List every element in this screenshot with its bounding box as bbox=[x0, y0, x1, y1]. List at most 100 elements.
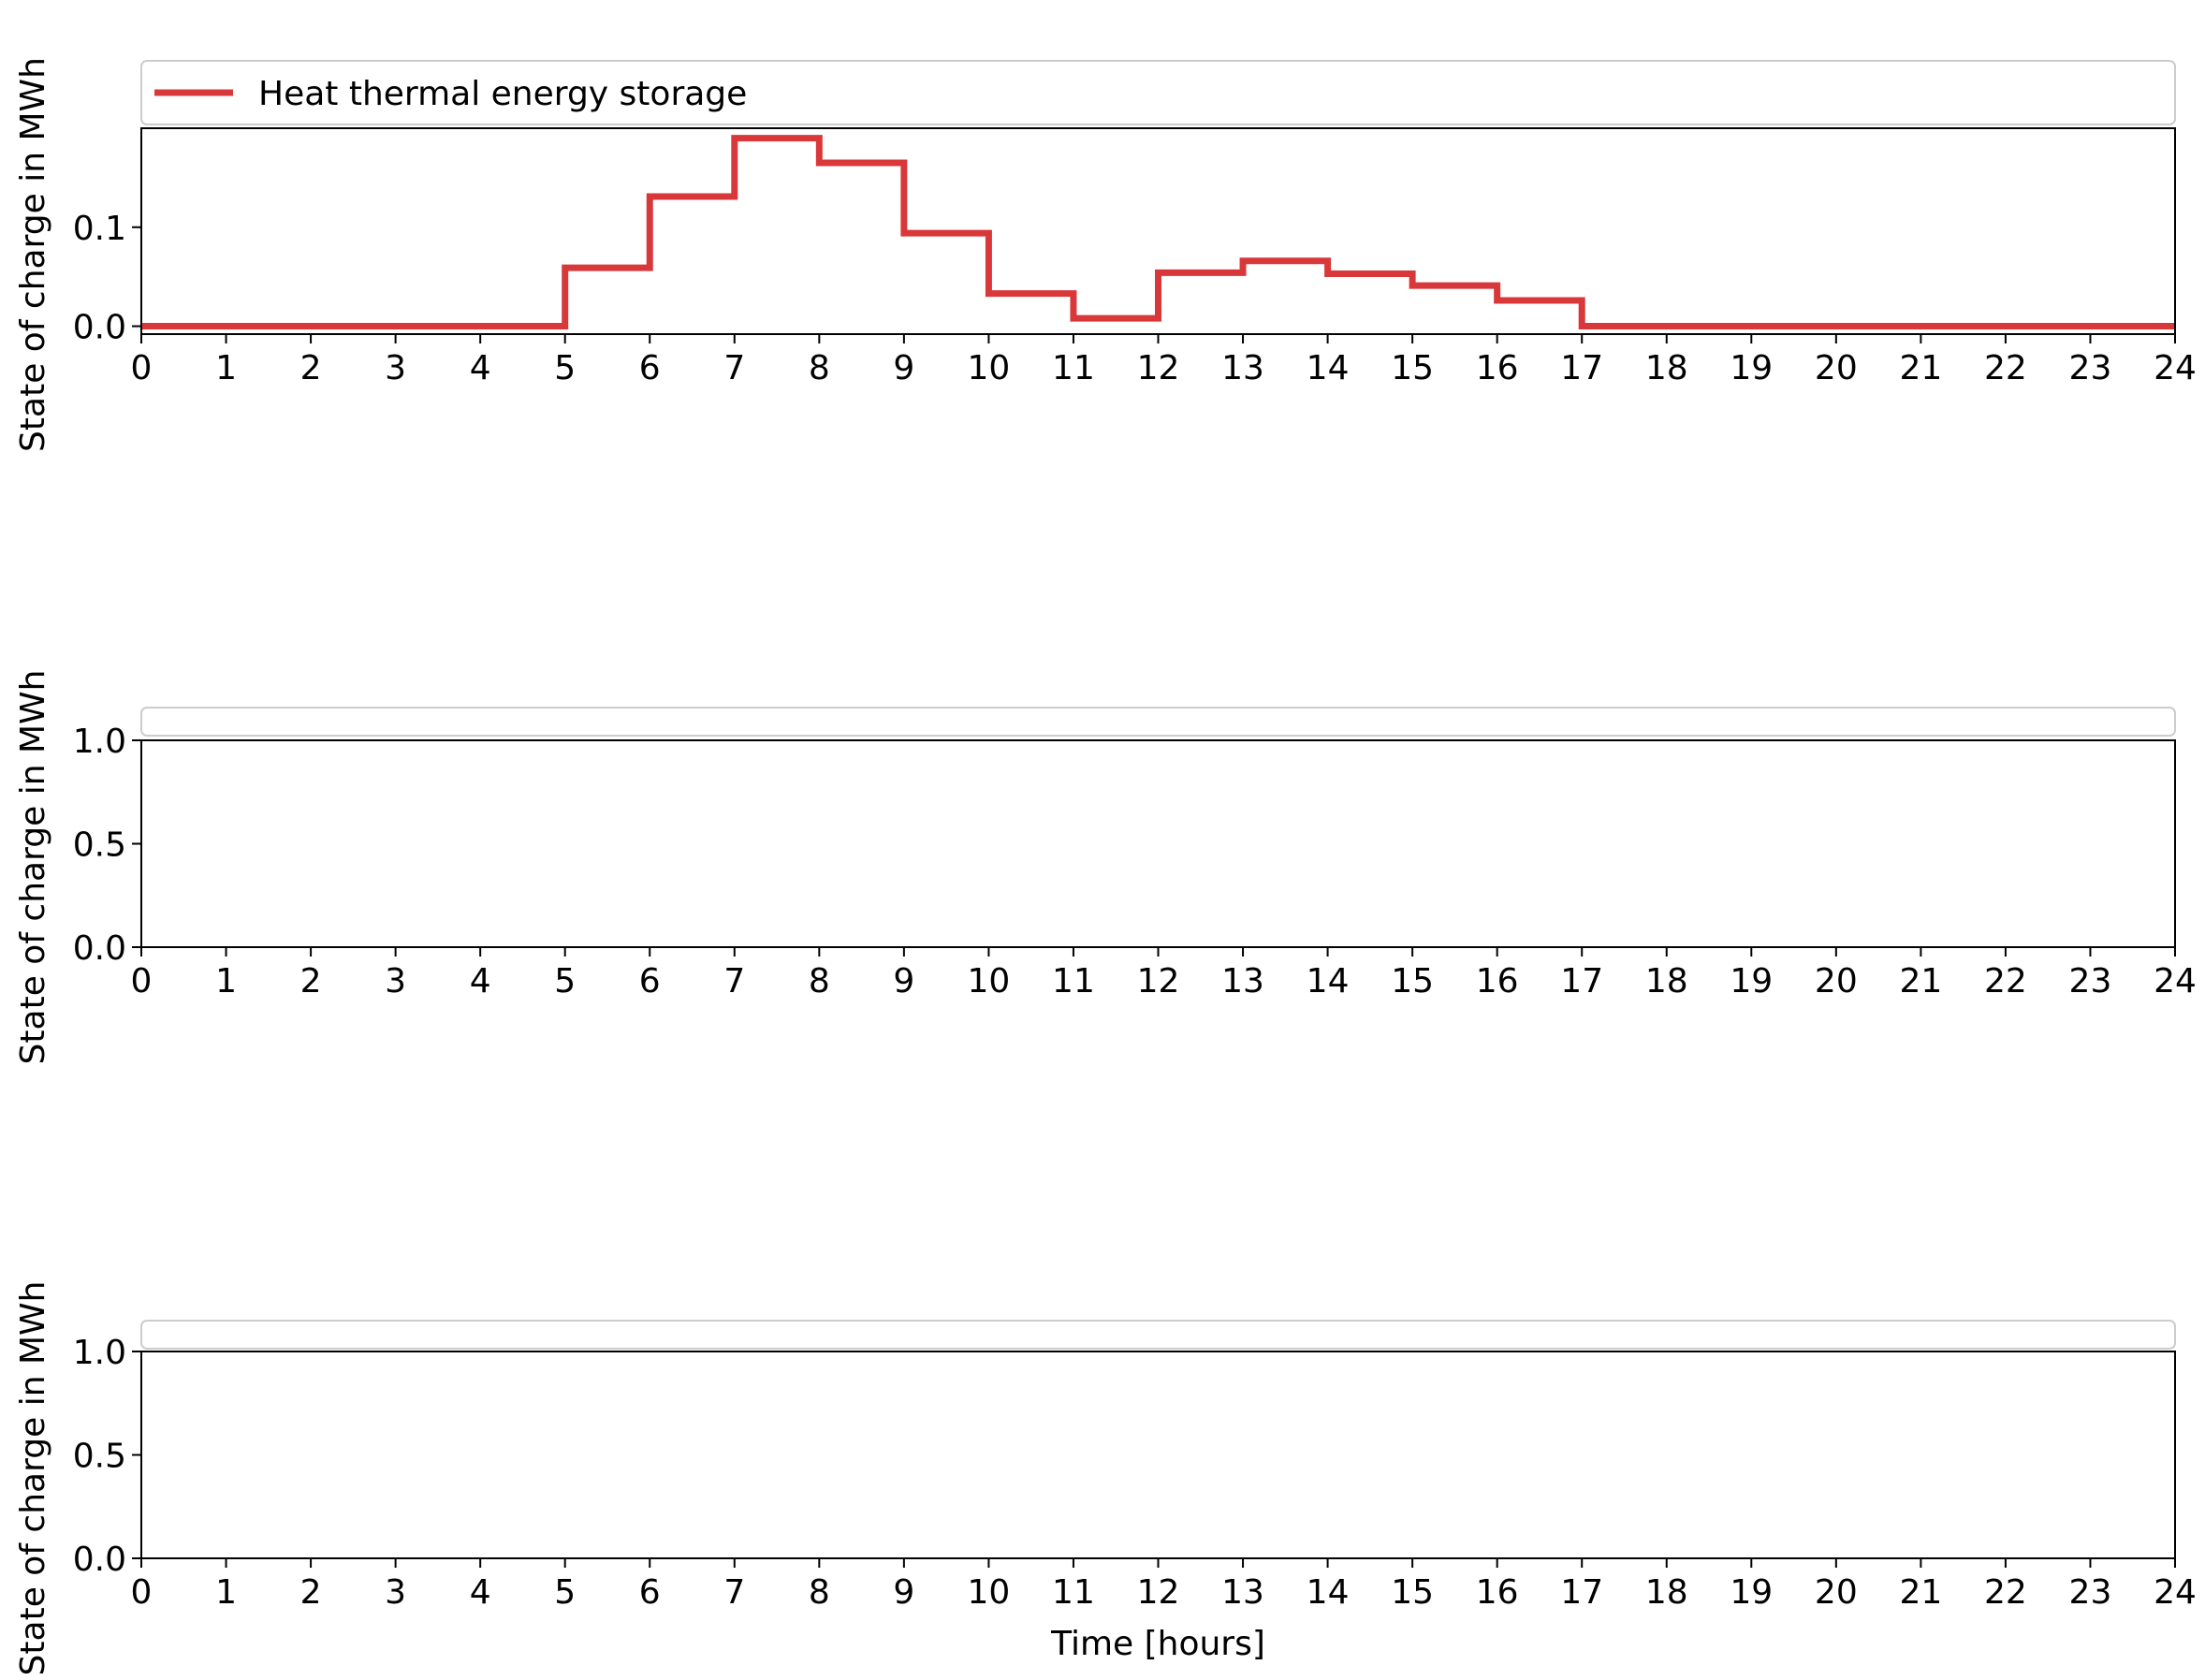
y-axis-label: State of charge in MWh bbox=[14, 1281, 52, 1676]
x-tick-label: 1 bbox=[215, 1573, 237, 1612]
x-tick-label: 5 bbox=[554, 1573, 576, 1612]
plot-frame bbox=[140, 1351, 2176, 1559]
x-tick-label: 13 bbox=[1221, 349, 1264, 387]
x-tick-label: 10 bbox=[968, 349, 1011, 387]
y-tick-label: 0.0 bbox=[73, 309, 126, 347]
x-tick-label: 24 bbox=[2154, 1573, 2197, 1612]
y-tick-label: 0.5 bbox=[73, 1438, 126, 1476]
x-tick-label: 22 bbox=[1984, 962, 2027, 1001]
legend-label: Heat thermal energy storage bbox=[258, 75, 747, 113]
x-tick-label: 19 bbox=[1730, 349, 1773, 387]
x-tick-label: 6 bbox=[639, 349, 661, 387]
x-tick-label: 2 bbox=[300, 962, 322, 1001]
x-tick-label: 21 bbox=[1899, 1573, 1942, 1612]
y-tick-label: 0.0 bbox=[73, 1541, 126, 1579]
legend-box bbox=[140, 60, 2176, 125]
x-tick-label: 13 bbox=[1221, 962, 1264, 1001]
x-tick-label: 6 bbox=[639, 962, 661, 1001]
x-tick-label: 4 bbox=[470, 349, 491, 387]
x-tick-label: 7 bbox=[723, 962, 745, 1001]
y-tick-label: 1.0 bbox=[73, 1334, 126, 1372]
x-tick-label: 3 bbox=[385, 962, 406, 1001]
y-axis-label: State of charge in MWh bbox=[14, 670, 52, 1065]
x-tick-label: 17 bbox=[1560, 349, 1603, 387]
x-tick-label: 22 bbox=[1984, 349, 2027, 387]
x-tick-label: 20 bbox=[1815, 349, 1858, 387]
plot-frame bbox=[140, 127, 2176, 335]
x-tick-label: 7 bbox=[723, 1573, 745, 1612]
series-line-1 bbox=[141, 135, 2175, 330]
x-tick-label: 9 bbox=[893, 962, 914, 1001]
y-tick-label: 0.1 bbox=[73, 210, 126, 248]
legend: Heat thermal energy storage bbox=[140, 60, 2176, 125]
x-tick-label: 5 bbox=[554, 962, 576, 1001]
x-tick-label: 14 bbox=[1307, 962, 1350, 1001]
x-tick-label: 12 bbox=[1137, 962, 1180, 1001]
x-tick-label: 0 bbox=[131, 1573, 153, 1612]
x-tick-label: 19 bbox=[1730, 1573, 1773, 1612]
x-tick-label: 3 bbox=[385, 1573, 406, 1612]
subplot-3: 0 1 2 3 4 5 6 7 8 9 10 11 12 13 14 15 16 17 18 19 20 21 22 23 24… bbox=[14, 1281, 2197, 1676]
x-tick-label: 1 bbox=[215, 962, 237, 1001]
x-tick-label: 8 bbox=[809, 349, 830, 387]
x-tick-label: 4 bbox=[470, 962, 491, 1001]
x-tick-label: 9 bbox=[893, 1573, 914, 1612]
x-tick-label: 12 bbox=[1137, 349, 1180, 387]
x-tick-label: 18 bbox=[1645, 1573, 1688, 1612]
x-tick-label: 3 bbox=[385, 349, 406, 387]
x-tick-label: 7 bbox=[723, 349, 745, 387]
x-tick-label: 17 bbox=[1560, 962, 1603, 1001]
legend bbox=[140, 707, 2176, 737]
y-tick-label: 0.5 bbox=[73, 826, 126, 865]
y-tick-label: 1.0 bbox=[73, 723, 126, 761]
legend bbox=[140, 1320, 2176, 1350]
x-tick-label: 0 bbox=[131, 349, 153, 387]
x-tick-label: 12 bbox=[1137, 1573, 1180, 1612]
x-tick-label: 18 bbox=[1645, 962, 1688, 1001]
x-tick-label: 21 bbox=[1899, 349, 1942, 387]
x-tick-label: 24 bbox=[2154, 349, 2197, 387]
y-tick-label: 0.0 bbox=[73, 929, 126, 968]
x-tick-label: 13 bbox=[1221, 1573, 1264, 1612]
x-tick-label: 23 bbox=[2069, 1573, 2112, 1612]
x-tick-label: 10 bbox=[968, 962, 1011, 1001]
x-tick-label: 11 bbox=[1052, 349, 1095, 387]
x-tick-label: 14 bbox=[1307, 349, 1350, 387]
x-tick-label: 23 bbox=[2069, 349, 2112, 387]
x-tick-label: 18 bbox=[1645, 349, 1688, 387]
x-tick-label: 17 bbox=[1560, 1573, 1603, 1612]
x-tick-label: 14 bbox=[1307, 1573, 1350, 1612]
x-tick-label: 16 bbox=[1476, 1573, 1519, 1612]
x-tick-label: 20 bbox=[1815, 1573, 1858, 1612]
x-tick-label: 9 bbox=[893, 349, 914, 387]
x-tick-label: 2 bbox=[300, 1573, 322, 1612]
x-axis-label: Time [hours] bbox=[1050, 1625, 1265, 1663]
subplot-2: 0 1 2 3 4 5 6 7 8 9 10 11 12 13 14 15 16 17 18 19 20 21 22 23 24… bbox=[14, 670, 2197, 1065]
x-tick-label: 0 bbox=[131, 962, 153, 1001]
x-tick-label: 11 bbox=[1052, 1573, 1095, 1612]
x-tick-label: 15 bbox=[1391, 1573, 1434, 1612]
x-tick-label: 22 bbox=[1984, 1573, 2027, 1612]
x-tick-label: 11 bbox=[1052, 962, 1095, 1001]
x-tick-label: 4 bbox=[470, 1573, 491, 1612]
x-tick-label: 15 bbox=[1391, 962, 1434, 1001]
legend-box bbox=[140, 1320, 2176, 1350]
x-tick-label: 20 bbox=[1815, 962, 1858, 1001]
x-tick-label: 23 bbox=[2069, 962, 2112, 1001]
plot-frame bbox=[140, 739, 2176, 948]
x-tick-label: 15 bbox=[1391, 349, 1434, 387]
x-tick-label: 8 bbox=[809, 962, 830, 1001]
x-tick-label: 21 bbox=[1899, 962, 1942, 1001]
legend-box bbox=[140, 707, 2176, 737]
x-tick-label: 8 bbox=[809, 1573, 830, 1612]
y-axis-label: State of charge in MWh bbox=[14, 57, 52, 452]
x-tick-label: 16 bbox=[1476, 962, 1519, 1001]
x-tick-label: 16 bbox=[1476, 349, 1519, 387]
x-tick-label: 6 bbox=[639, 1573, 661, 1612]
x-tick-label: 10 bbox=[968, 1573, 1011, 1612]
x-tick-label: 24 bbox=[2154, 962, 2197, 1001]
x-tick-label: 19 bbox=[1730, 962, 1773, 1001]
x-tick-label: 2 bbox=[300, 349, 322, 387]
